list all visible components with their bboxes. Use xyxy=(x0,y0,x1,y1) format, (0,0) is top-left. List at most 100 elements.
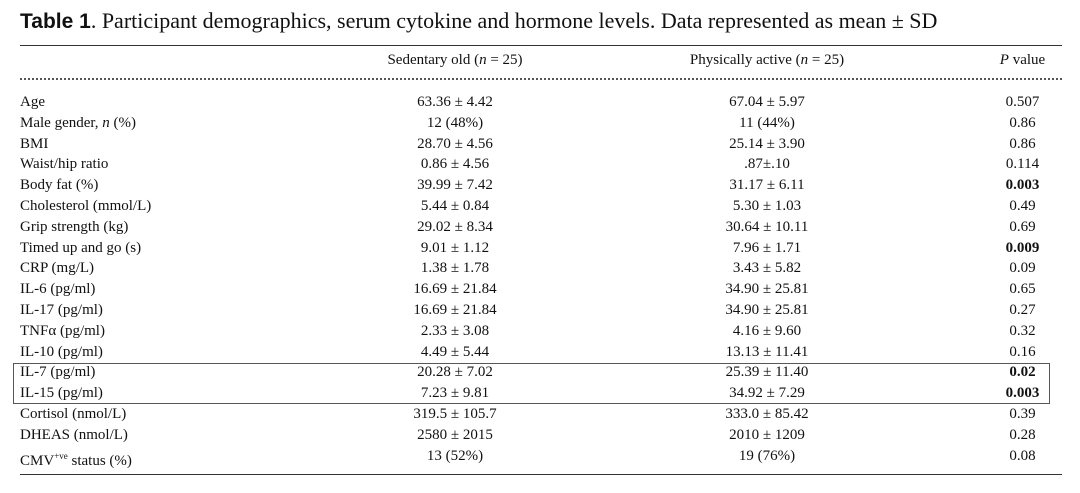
row-sedentary: 7.23 ± 9.81 xyxy=(420,385,490,402)
row-p-significant: 0.003 xyxy=(1005,177,1040,194)
row-p: 0.65 xyxy=(1009,281,1036,298)
table-row: Cholesterol (mmol/L) 5.44 ± 0.84 5.30 ± … xyxy=(0,196,1080,217)
row-label: CRP (mg/L) xyxy=(20,260,95,277)
table-row: CMV+ve status (%) 13 (52%) 19 (76%) 0.08 xyxy=(0,446,1080,469)
table-row: CRP (mg/L) 1.38 ± 1.78 3.43 ± 5.82 0.09 xyxy=(0,258,1080,279)
header-p-value: P value xyxy=(985,52,1060,69)
row-p: 0.28 xyxy=(1009,426,1036,443)
table-row: IL-7 (pg/ml) 20.28 ± 7.02 25.39 ± 11.40 … xyxy=(0,362,1080,383)
header-active-n: n xyxy=(800,52,809,68)
row-label-pre: Male gender, xyxy=(20,114,103,131)
row-sedentary: 29.02 ± 8.34 xyxy=(417,218,493,235)
row-label: DHEAS (nmol/L) xyxy=(20,426,128,443)
row-active: 11 (44%) xyxy=(739,114,795,131)
row-label-pre: CMV xyxy=(20,452,55,469)
dotted-rule xyxy=(20,78,1062,80)
row-sedentary: 9.01 ± 1.12 xyxy=(420,239,490,256)
row-p: 0.08 xyxy=(1009,447,1036,464)
row-p-significant: 0.003 xyxy=(1005,385,1040,402)
table-label: Table 1 xyxy=(20,10,91,33)
table-row: IL-17 (pg/ml) 16.69 ± 21.84 34.90 ± 25.8… xyxy=(0,300,1080,321)
row-label-sup: +ve xyxy=(54,450,68,461)
row-active: 4.16 ± 9.60 xyxy=(732,322,802,339)
row-p: 0.27 xyxy=(1009,302,1036,318)
row-sedentary: 16.69 ± 21.84 xyxy=(413,302,497,318)
table-row: DHEAS (nmol/L) 2580 ± 2015 2010 ± 1209 0… xyxy=(0,425,1080,446)
row-label-post: (%) xyxy=(109,114,137,131)
row-active: 34.92 ± 7.29 xyxy=(729,385,805,402)
row-p: 0.32 xyxy=(1009,322,1036,339)
row-label: BMI xyxy=(20,135,49,152)
row-active: 333.0 ± 85.42 xyxy=(725,406,809,422)
row-active: 34.90 ± 25.81 xyxy=(725,302,809,318)
row-p: 0.09 xyxy=(1009,260,1036,277)
bottom-rule xyxy=(20,474,1062,475)
row-active: 3.43 ± 5.82 xyxy=(732,260,802,277)
row-label: IL-10 (pg/ml) xyxy=(20,343,103,360)
row-p: 0.39 xyxy=(1009,406,1036,422)
header-active-post: = 25) xyxy=(808,52,845,68)
header-active-pre: Physically active ( xyxy=(689,52,801,68)
row-label: Timed up and go (s) xyxy=(20,239,142,256)
row-active: 25.14 ± 3.90 xyxy=(729,135,805,152)
row-label-post: status (%) xyxy=(67,452,132,469)
highlight-box xyxy=(13,363,1050,404)
row-p: 0.507 xyxy=(1005,94,1040,110)
row-label: Waist/hip ratio xyxy=(20,156,109,173)
row-p: 0.16 xyxy=(1009,343,1036,360)
table-header: Sedentary old (n = 25) Physically active… xyxy=(0,52,1080,74)
row-sedentary: 28.70 ± 4.56 xyxy=(417,135,493,152)
header-sedentary-n: n xyxy=(479,52,487,68)
row-active: 34.90 ± 25.81 xyxy=(725,281,809,298)
row-p-significant: 0.02 xyxy=(1009,364,1036,381)
table-row: Grip strength (kg) 29.02 ± 8.34 30.64 ± … xyxy=(0,217,1080,238)
row-active: 30.64 ± 10.11 xyxy=(725,218,809,235)
header-p: P xyxy=(999,52,1009,68)
row-p: 0.86 xyxy=(1009,114,1036,131)
row-active: 13.13 ± 11.41 xyxy=(725,343,809,360)
row-active: 67.04 ± 5.97 xyxy=(729,94,805,110)
row-label: Body fat (%) xyxy=(20,177,99,194)
row-active: 7.96 ± 1.71 xyxy=(732,239,802,256)
row-active: 19 (76%) xyxy=(738,447,796,464)
table-row: IL-10 (pg/ml) 4.49 ± 5.44 13.13 ± 11.41 … xyxy=(0,342,1080,363)
row-sedentary: 319.5 ± 105.7 xyxy=(413,406,497,422)
header-sedentary-pre: Sedentary old ( xyxy=(387,52,480,68)
header-sedentary: Sedentary old (n = 25) xyxy=(355,52,555,69)
row-label: Grip strength (kg) xyxy=(20,218,129,235)
row-sedentary: 4.49 ± 5.44 xyxy=(420,343,490,360)
row-p-significant: 0.009 xyxy=(1005,239,1040,256)
row-sedentary: 2.33 ± 3.08 xyxy=(420,322,490,339)
row-sedentary: 2580 ± 2015 xyxy=(417,426,493,443)
row-label: IL-15 (pg/ml) xyxy=(20,385,103,402)
row-label: Cholesterol (mmol/L) xyxy=(20,198,152,214)
row-label: IL-7 (pg/ml) xyxy=(20,364,96,381)
row-sedentary: 0.86 ± 4.56 xyxy=(420,156,490,173)
table-caption: Table 1. Participant demographics, serum… xyxy=(20,8,937,34)
row-active: 5.30 ± 1.03 xyxy=(732,198,802,214)
header-sedentary-post: = 25) xyxy=(486,52,523,68)
row-sedentary: 16.69 ± 21.84 xyxy=(413,281,497,298)
row-label: Male gender, n (%) xyxy=(20,113,136,134)
table-row: IL-15 (pg/ml) 7.23 ± 9.81 34.92 ± 7.29 0… xyxy=(0,383,1080,404)
header-p-post: value xyxy=(1008,52,1046,68)
row-sedentary: 63.36 ± 4.42 xyxy=(417,94,493,110)
row-p: 0.69 xyxy=(1009,218,1036,235)
row-p: 0.49 xyxy=(1009,198,1036,214)
row-sedentary: 12 (48%) xyxy=(426,114,484,131)
row-label: IL-6 (pg/ml) xyxy=(20,281,96,298)
table-row: Waist/hip ratio 0.86 ± 4.56 .87±.10 0.11… xyxy=(0,154,1080,175)
table-row: BMI 28.70 ± 4.56 25.14 ± 3.90 0.86 xyxy=(0,134,1080,155)
row-active: 2010 ± 1209 xyxy=(729,426,805,443)
table-row: Timed up and go (s) 9.01 ± 1.12 7.96 ± 1… xyxy=(0,238,1080,259)
row-sedentary: 20.28 ± 7.02 xyxy=(417,364,493,381)
row-active: 31.17 ± 6.11 xyxy=(729,177,805,194)
row-sedentary: 1.38 ± 1.78 xyxy=(420,260,490,277)
row-active: .87±.10 xyxy=(744,156,790,173)
row-label: IL-17 (pg/ml) xyxy=(20,302,103,318)
row-p: 0.86 xyxy=(1009,135,1036,152)
row-label: Cortisol (nmol/L) xyxy=(20,406,127,422)
row-label-n: n xyxy=(102,114,110,131)
row-label: CMV+ve status (%) xyxy=(20,446,132,472)
row-label: TNFα (pg/ml) xyxy=(20,322,105,339)
